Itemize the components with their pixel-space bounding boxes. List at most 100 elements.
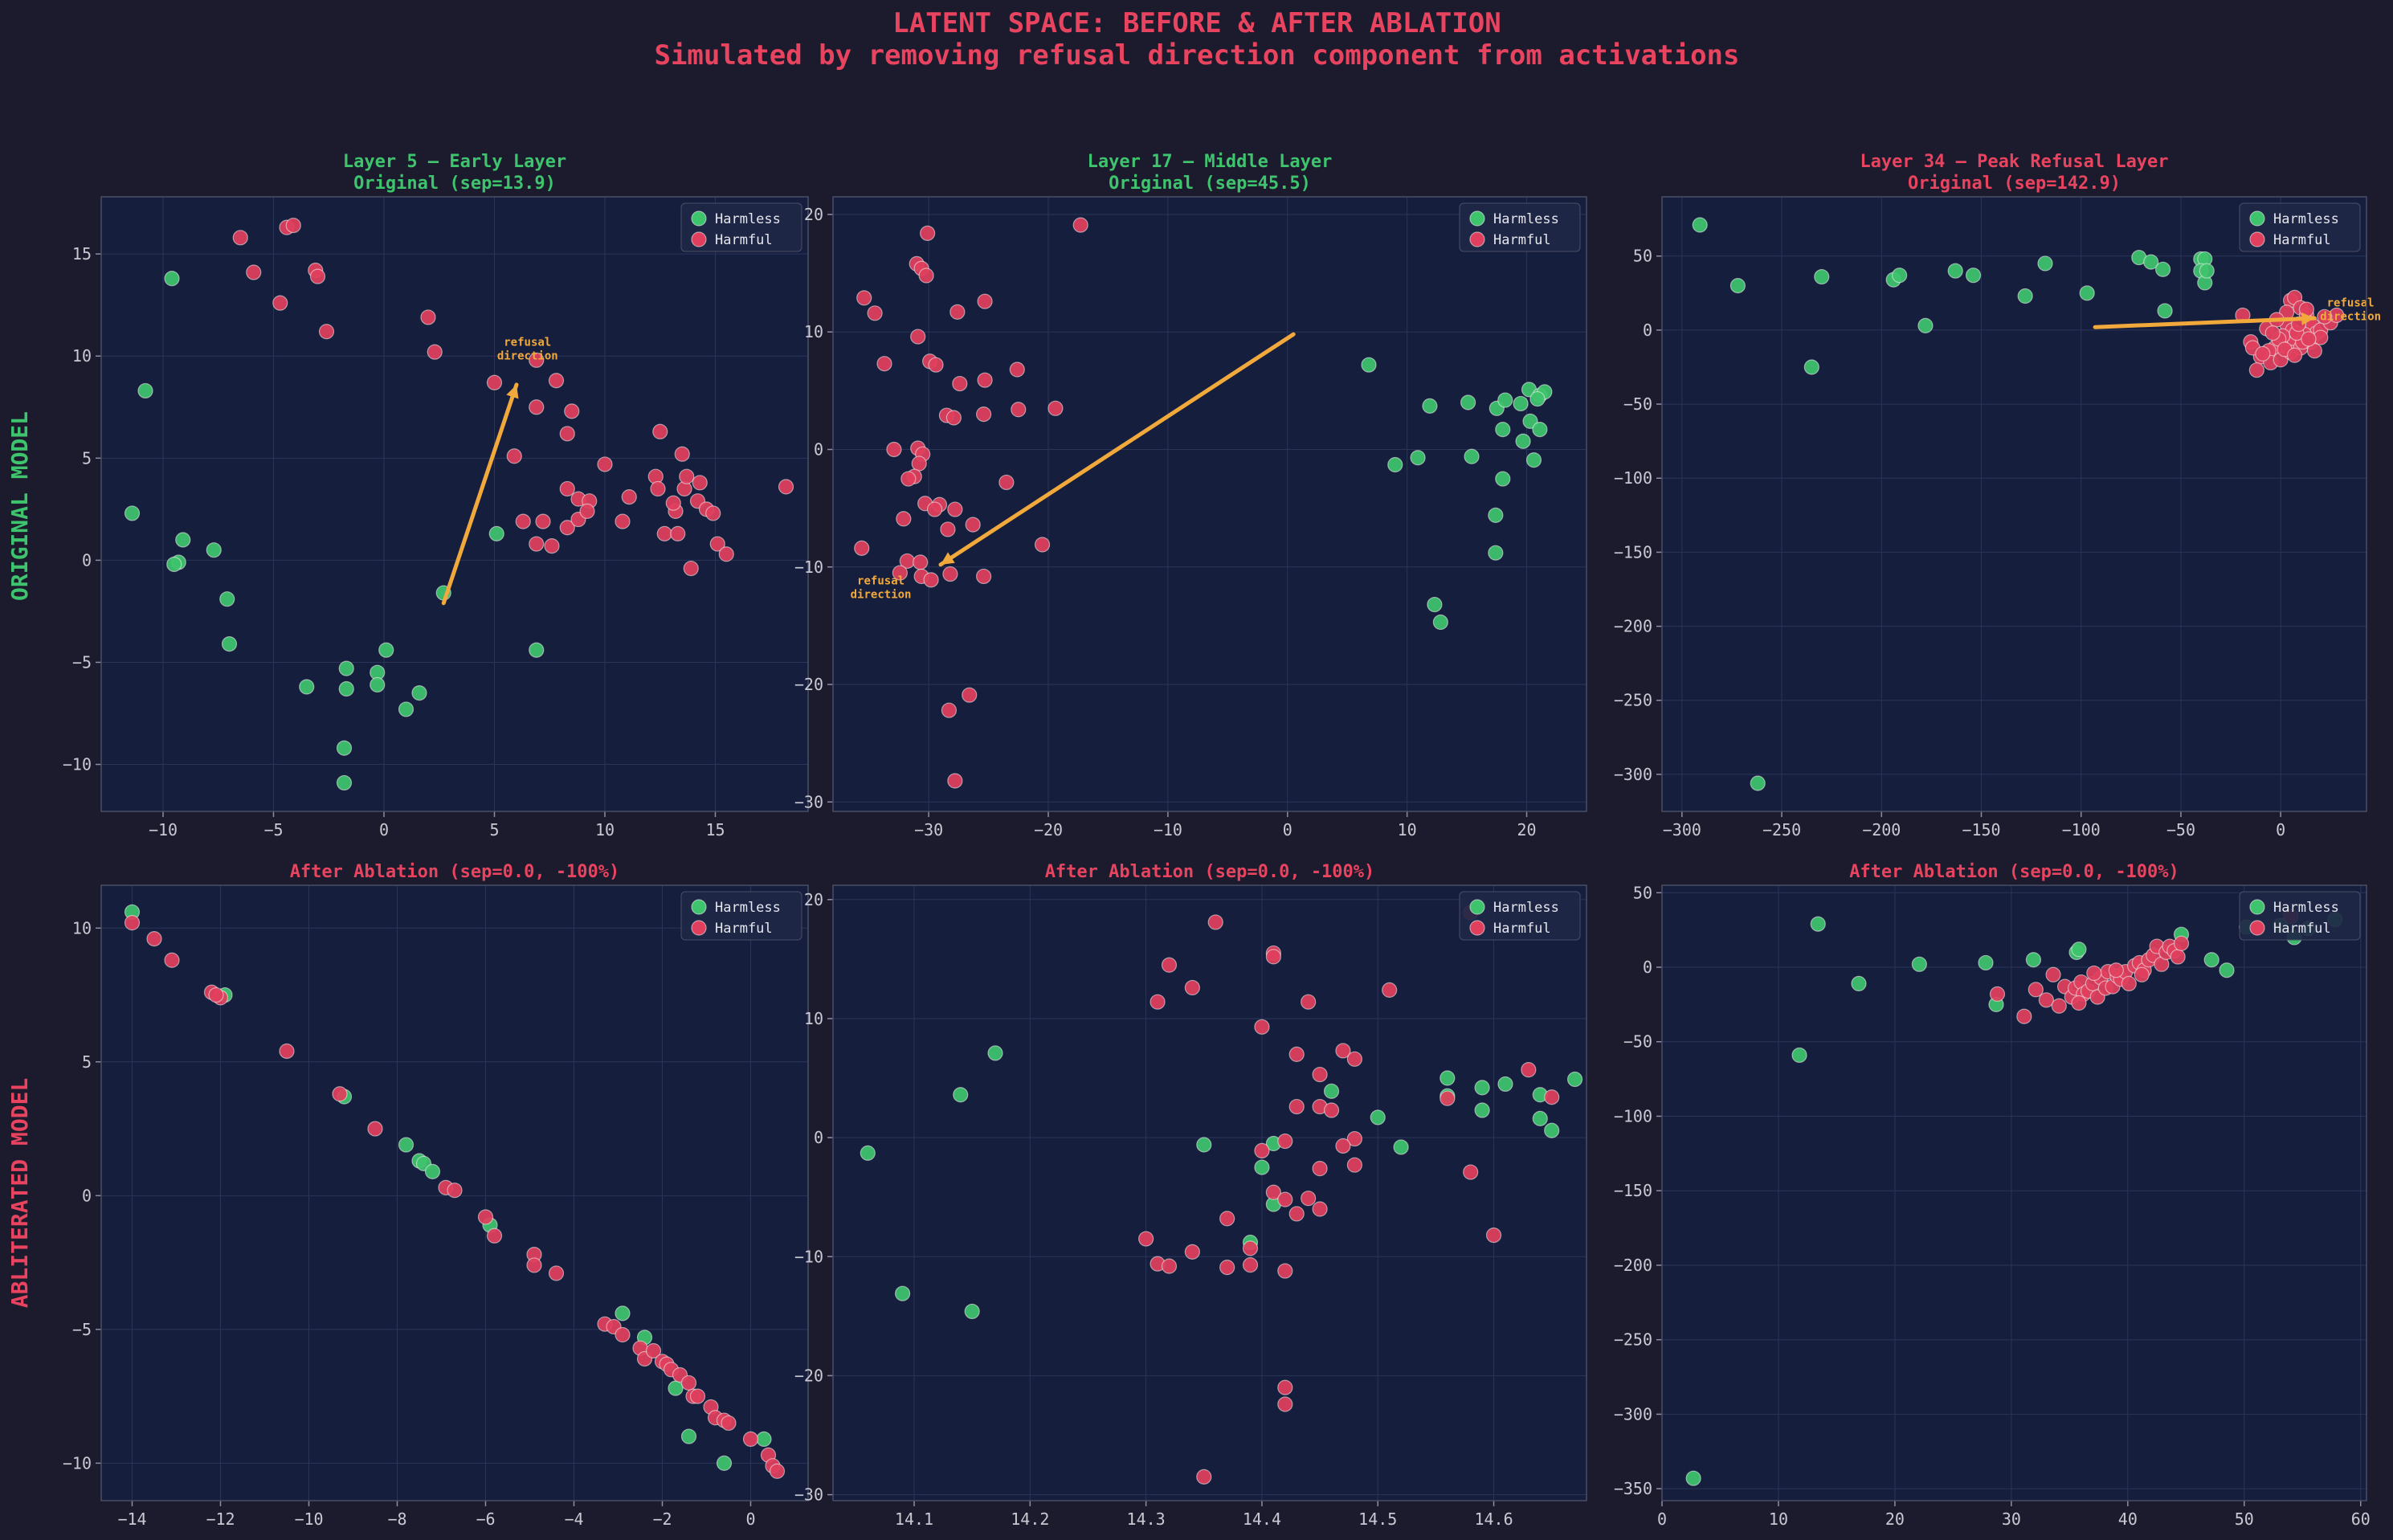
y-tick-label: −10 [63,755,92,774]
harmful-point [279,1043,295,1060]
harmful-point [1277,1263,1293,1279]
harmful-point [318,324,335,340]
panel-layer5-ablated: −14 −12 −10 −8 −6 −4 −2 0 −10 −5 0 5 10 After Ablatio… [63,862,809,1529]
legend-box [1459,202,1581,252]
harmful-point [486,374,503,390]
harmless-point [1947,263,1963,279]
x-tick-label: −250 [1762,820,1801,839]
panel-title: Layer 34 — Peak Refusal Layer [1860,152,2168,172]
harmful-point [692,475,708,491]
harmless-point [1422,398,1438,414]
y-tick-label: −10 [794,558,823,577]
harmless-point [1474,1080,1490,1096]
harmful-point [1312,1201,1328,1217]
harmful-point [913,554,929,570]
harmful-point [952,375,968,392]
legend-box [2239,202,2361,252]
y-tick-label: 0 [82,550,92,570]
legend-marker [2249,210,2265,227]
harmless-point [1911,956,1927,972]
harmless-point [2219,962,2235,978]
y-tick-label: 50 [1633,247,1652,266]
harmless-point [1497,1076,1513,1093]
y-tick-label: −150 [1614,542,1652,562]
legend-label: Harmful [1493,921,1551,937]
harmful-point [579,503,595,519]
harmless-point [206,542,222,558]
harmful-point [1346,1130,1362,1147]
harmful-point [962,687,978,703]
harmless-point [2154,261,2171,277]
plot-frame [1661,196,2367,812]
x-tick-label: −14 [117,1509,146,1529]
points-layer [124,904,786,1479]
harmful-point [769,1463,786,1479]
legend-marker [691,899,707,915]
panel-layer17-original: −30 −20 −10 0 10 20 −30 −20 −10 0 10 20 refusaldirec… [794,152,1587,839]
legend-box [2239,891,2361,941]
harmful-point [911,455,927,472]
x-tick-label: −50 [2166,820,2195,839]
x-tick-label: 0 [745,1509,755,1529]
harmless-point [756,1431,772,1448]
harmful-point [427,344,443,360]
harmful-point [2108,962,2124,978]
harmful-point [544,538,560,554]
x-tick-label: −10 [294,1509,323,1529]
y-tick-label: −250 [1614,691,1652,710]
legend-label: Harmful [2273,232,2331,248]
plot-area [833,885,1586,1501]
x-tick-label: −20 [1034,820,1063,839]
refusal-direction-arrow [441,382,519,606]
harmless-point [529,642,545,658]
harmful-point [680,1375,697,1391]
harmful-point [1335,1043,1351,1059]
harmful-point [1277,1396,1293,1412]
legend-box [1459,891,1581,941]
x-tick-label: 14.3 [1127,1509,1166,1529]
harmful-point [689,1388,706,1404]
y-tick-label: 10 [804,1009,823,1028]
legend-marker [2249,899,2265,915]
plot-frame [832,196,1587,812]
harmful-point [124,915,141,931]
refusal-direction-arrowhead [506,384,519,399]
harmful-point [621,489,637,505]
harmful-point [1207,914,1223,930]
harmful-point [559,480,575,497]
harmful-point [564,403,580,419]
harmful-point [2134,966,2150,982]
harmful-point [650,480,666,497]
harmful-point [1254,1019,1270,1035]
panel-title: Original (sep=13.9) [353,174,556,194]
legend-marker [691,231,707,247]
harmless-point [894,1285,911,1301]
harmful-point [1161,957,1178,973]
panel-title: Layer 5 — Early Layer [343,152,566,172]
harmful-point [246,264,262,280]
plot-frame [100,884,809,1501]
harmful-point [1989,986,2006,1002]
harmful-point [1301,1191,1317,1207]
harmful-point [977,372,993,388]
points-layer [860,905,1583,1485]
harmful-point [2317,308,2333,325]
refusal-direction-arrow [938,332,1296,567]
y-tick-label: 5 [82,448,92,468]
harmless-point [1791,1047,1807,1064]
plot-frame [832,884,1587,1501]
harmful-point [367,1121,383,1137]
harmless-point [1566,1071,1583,1088]
harmless-point [166,556,182,573]
harmful-point [548,373,565,389]
legend-label: Harmful [1493,232,1551,248]
y-tick-label: −10 [63,1453,92,1473]
harmless-point [124,505,141,521]
harmful-point [1288,1098,1305,1115]
harmful-point [1277,1191,1293,1207]
x-tick-label: 10 [1398,820,1417,839]
annotation-text: refusal [857,575,905,588]
harmful-point [942,566,958,582]
harmless-point [1851,975,1867,992]
